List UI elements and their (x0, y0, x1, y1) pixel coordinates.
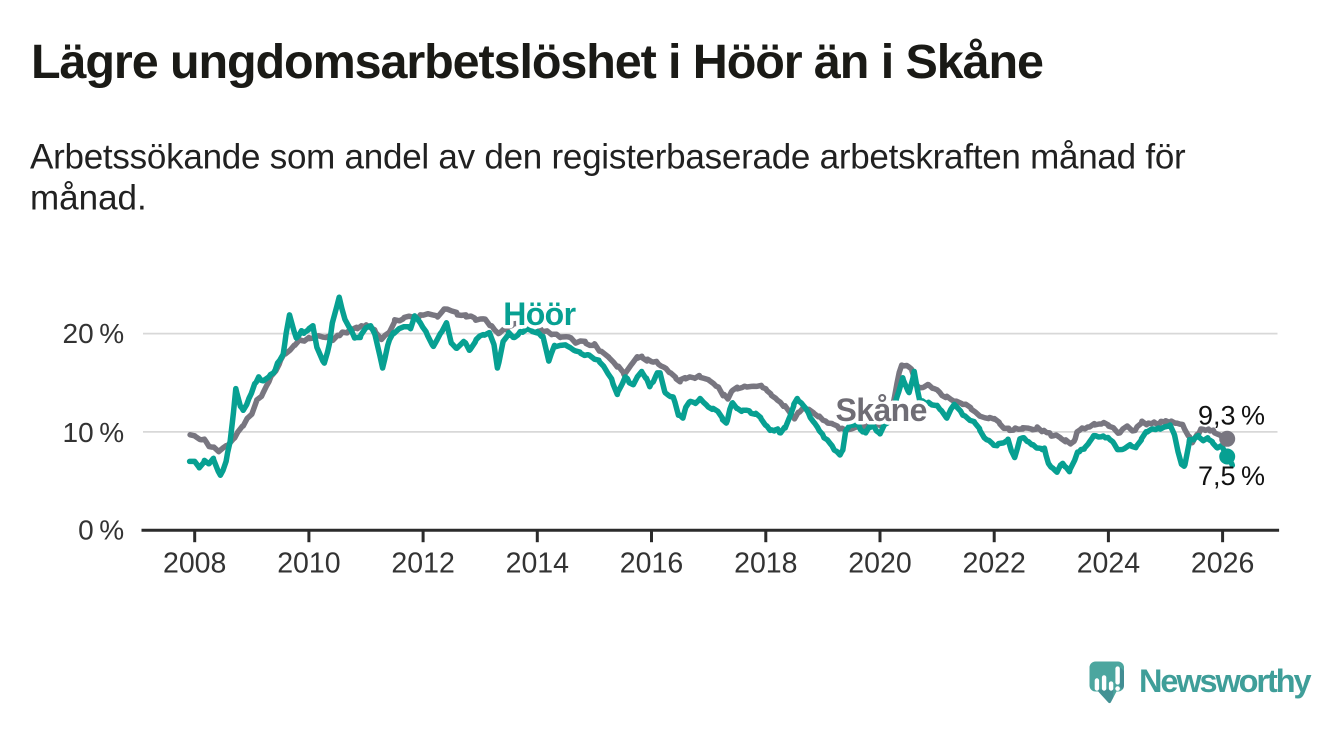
svg-text:Arbetssökande som andel av den: Arbetssökande som andel av den registerb… (30, 138, 1186, 177)
svg-text:2008: 2008 (163, 548, 226, 580)
svg-text:månad.: månad. (30, 179, 147, 218)
svg-text:Skåne: Skåne (836, 392, 927, 428)
svg-text:Lägre ungdomsarbetslöshet i Hö: Lägre ungdomsarbetslöshet i Höör än i Sk… (31, 35, 1043, 89)
svg-text:2014: 2014 (506, 548, 570, 580)
svg-text:20 %: 20 % (63, 318, 125, 349)
svg-text:9,3 %: 9,3 % (1198, 400, 1265, 430)
svg-text:2018: 2018 (734, 548, 797, 580)
svg-text:10 %: 10 % (63, 417, 125, 448)
svg-text:Höör: Höör (503, 296, 575, 332)
svg-text:2020: 2020 (848, 548, 911, 580)
svg-text:2026: 2026 (1191, 548, 1254, 580)
svg-text:7,5 %: 7,5 % (1198, 461, 1265, 491)
svg-text:2024: 2024 (1077, 548, 1141, 580)
svg-text:2012: 2012 (391, 548, 454, 580)
svg-text:2010: 2010 (277, 548, 340, 580)
svg-text:Newsworthy: Newsworthy (1139, 663, 1311, 699)
svg-text:2016: 2016 (620, 548, 683, 580)
svg-text:0 %: 0 % (78, 515, 124, 546)
svg-text:2022: 2022 (962, 548, 1025, 580)
